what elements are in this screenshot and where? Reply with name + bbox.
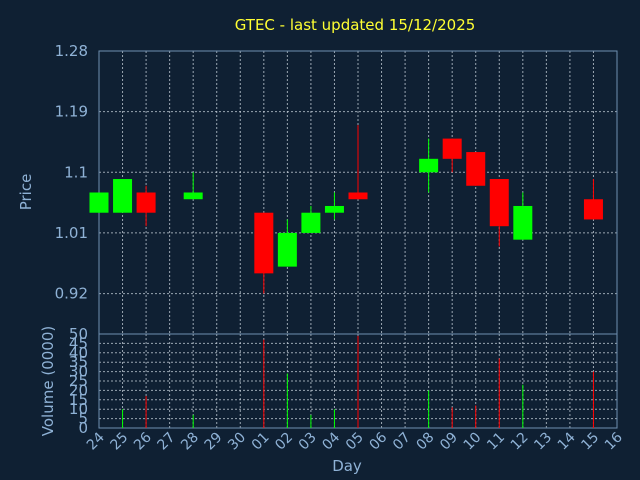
day-tick-label: 09 xyxy=(437,430,461,454)
candle-body xyxy=(466,152,486,186)
volume-tick-label: 5 xyxy=(78,410,88,428)
day-tick-label: 03 xyxy=(296,430,320,454)
chart-title: GTEC - last updated 15/12/2025 xyxy=(235,16,476,34)
day-tick-label: 06 xyxy=(366,429,390,453)
day-tick-label: 28 xyxy=(178,430,202,454)
day-tick-label: 11 xyxy=(484,430,508,454)
volume-axis-label: Volume (0000) xyxy=(39,326,57,436)
day-tick-label: 16 xyxy=(602,429,626,453)
day-tick-label: 02 xyxy=(272,430,296,454)
day-tick-label: 14 xyxy=(555,429,579,453)
volume-tick-label: 35 xyxy=(69,353,88,371)
candle-body xyxy=(89,192,109,213)
volume-tick-label: 20 xyxy=(69,381,88,399)
volume-tick-label: 40 xyxy=(69,344,88,362)
day-tick-label: 04 xyxy=(319,429,343,453)
candle-body xyxy=(254,212,274,274)
price-tick-label: 1.19 xyxy=(55,103,88,121)
candle-body xyxy=(113,179,133,213)
candle-body xyxy=(419,158,439,173)
day-tick-label: 30 xyxy=(225,430,249,454)
day-tick-labels: 24 25 26 27 28 29 30 01 02 03 04 05 06 07 08 09 10 11 12 13… xyxy=(84,429,626,453)
candle-body xyxy=(442,138,462,159)
day-tick-label: 29 xyxy=(202,430,226,454)
day-tick-label: 10 xyxy=(461,430,485,454)
candle-body xyxy=(183,192,203,200)
day-tick-label: 12 xyxy=(508,430,532,454)
price-tick-label: 1.1 xyxy=(64,163,88,181)
candle-body xyxy=(513,205,533,240)
day-tick-label: 26 xyxy=(131,429,155,453)
day-axis-label: Day xyxy=(332,457,362,475)
day-tick-label: 05 xyxy=(343,430,367,454)
candle-body xyxy=(583,199,603,220)
volume-tick-label: 50 xyxy=(69,325,88,343)
candle-body xyxy=(348,192,368,200)
volume-tick-label: 30 xyxy=(69,363,88,381)
price-tick-label: 1.01 xyxy=(55,224,88,242)
candle-body xyxy=(136,192,156,213)
day-tick-label: 08 xyxy=(414,430,438,454)
candle-body xyxy=(324,205,344,213)
price-tick-label: 1.28 xyxy=(55,42,88,60)
volume-tick-label: 45 xyxy=(69,334,88,352)
day-tick-label: 15 xyxy=(578,430,602,454)
volume-tick-label: 0 xyxy=(78,419,88,437)
volume-tick-label: 15 xyxy=(69,391,88,409)
volume-tick-label: 10 xyxy=(69,400,88,418)
day-tick-label: 07 xyxy=(390,430,414,454)
day-tick-label: 01 xyxy=(249,430,273,454)
price-axis-label: Price xyxy=(17,174,35,211)
candle-body xyxy=(277,232,297,267)
price-panel: 1.28 1.19 1.1 1.01 0.92 xyxy=(55,42,618,335)
day-tick-label: 25 xyxy=(107,430,131,454)
price-tick-label: 0.92 xyxy=(55,285,88,303)
candle-body xyxy=(489,179,509,227)
day-tick-label: 13 xyxy=(531,430,555,454)
candle-body xyxy=(301,212,321,233)
day-tick-label: 27 xyxy=(155,430,179,454)
volume-tick-label: 25 xyxy=(69,372,88,390)
